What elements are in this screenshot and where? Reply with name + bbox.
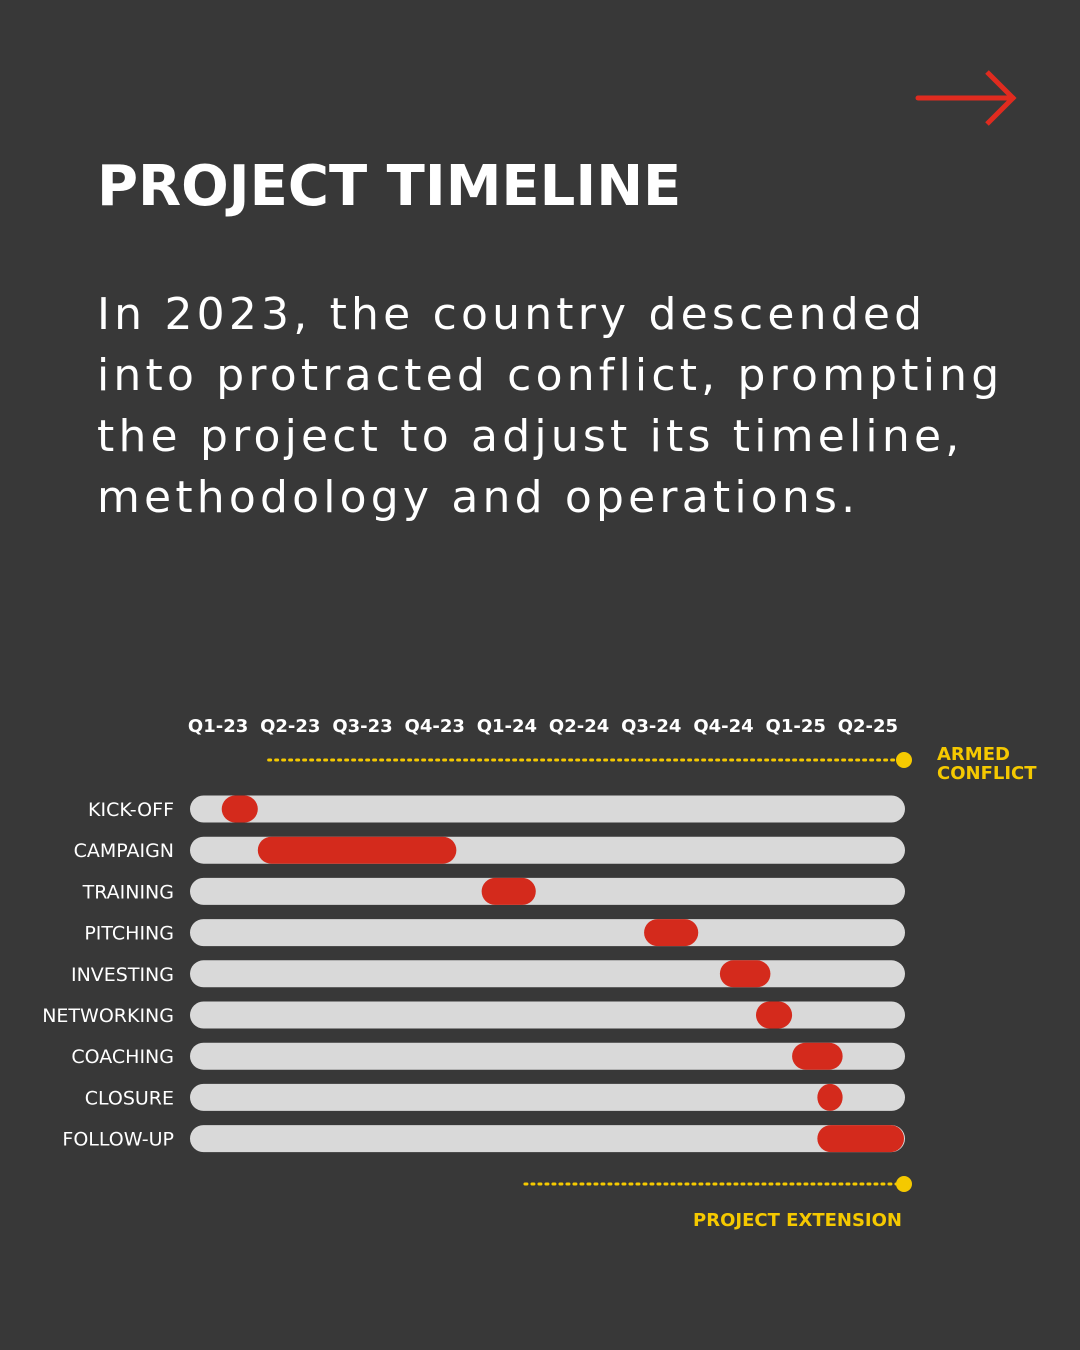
project-extension-label: PROJECT EXTENSION — [693, 1210, 902, 1231]
row-label: PITCHING — [84, 923, 174, 945]
row-label: FOLLOW-UP — [62, 1129, 174, 1151]
page-title: PROJECT TIMELINE — [97, 154, 682, 219]
activity-bar — [817, 1083, 843, 1111]
activity-bar — [221, 795, 258, 823]
intro-line: methodology and operations. — [97, 472, 860, 523]
activity-bar — [257, 836, 457, 864]
row-label: CAMPAIGN — [74, 840, 174, 862]
row-track — [190, 919, 905, 947]
armed-conflict-label: ARMED — [937, 744, 1010, 765]
row-track — [190, 1042, 905, 1070]
row-label: COACHING — [71, 1046, 174, 1068]
row-label: TRAINING — [82, 881, 174, 903]
quarter-tick-label: Q1-24 — [477, 716, 537, 737]
row-track — [190, 877, 905, 905]
activity-bar — [481, 877, 536, 905]
quarter-tick-label: Q2-24 — [549, 716, 609, 737]
quarter-tick-label: Q2-23 — [260, 716, 320, 737]
quarter-tick-label: Q1-25 — [766, 716, 826, 737]
project-extension-dot — [896, 1176, 912, 1192]
activity-bar — [755, 1001, 793, 1029]
armed-conflict-dot — [896, 752, 912, 768]
row-track — [190, 960, 905, 988]
quarter-tick-label: Q4-24 — [693, 716, 753, 737]
activity-bar — [719, 960, 771, 988]
arrow-right-icon[interactable] — [915, 68, 1019, 128]
row-label: CLOSURE — [85, 1087, 174, 1109]
row-label: NETWORKING — [42, 1005, 174, 1027]
quarter-tick-label: Q2-25 — [838, 716, 898, 737]
quarter-tick-label: Q3-24 — [621, 716, 681, 737]
armed-conflict-label: CONFLICT — [937, 763, 1037, 784]
activity-bar — [644, 919, 699, 947]
intro-line: into protracted conflict, prompting — [97, 350, 1004, 401]
quarter-tick-label: Q1-23 — [188, 716, 248, 737]
quarter-tick-label: Q3-23 — [332, 716, 392, 737]
activity-bar — [817, 1125, 904, 1153]
row-label: INVESTING — [71, 964, 174, 986]
intro-text: In 2023, the country descended into prot… — [97, 284, 1017, 528]
activity-bar — [792, 1042, 843, 1070]
row-track — [190, 1083, 905, 1111]
row-label: KICK-OFF — [88, 799, 174, 821]
row-track — [190, 1125, 905, 1153]
quarter-tick-label: Q4-23 — [405, 716, 465, 737]
row-track — [190, 1001, 905, 1029]
intro-line: In 2023, the country descended — [97, 289, 927, 340]
row-track — [190, 795, 905, 823]
intro-line: the project to adjust its timeline, — [97, 411, 964, 462]
